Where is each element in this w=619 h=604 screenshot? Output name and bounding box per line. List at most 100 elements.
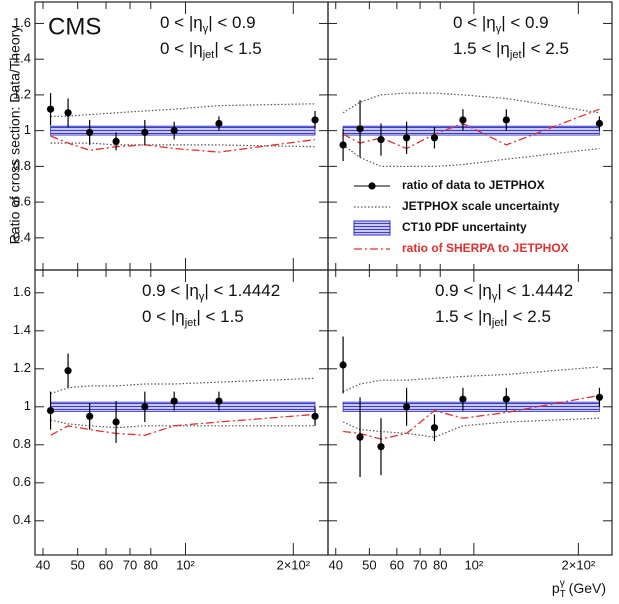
data-point: [86, 412, 94, 420]
data-point: [64, 109, 72, 117]
scale-uncertainty-line: [50, 419, 315, 429]
y-tick-label: 0.8: [13, 158, 31, 173]
panel-label-part: γ: [492, 291, 498, 303]
y-tick-label: 1.2: [13, 86, 31, 101]
panel-label-part: 0 < |η: [160, 39, 203, 58]
data-point: [377, 135, 385, 144]
x-tick-label: 40: [36, 557, 50, 572]
data-point: [402, 403, 411, 411]
legend-swatch: [368, 182, 376, 190]
scale-uncertainty-line: [342, 417, 600, 438]
scale-uncertainty-line: [50, 103, 316, 117]
data-point: [430, 424, 439, 432]
cms-label: CMS: [48, 13, 101, 40]
x-tick-label: 10²: [464, 557, 483, 572]
sherpa-line: [50, 135, 316, 153]
data-point: [502, 395, 510, 403]
x-axis-title-part: (GeV): [565, 580, 606, 596]
panel-label-part: | < 1.5: [196, 307, 243, 326]
y-tick-label: 1: [24, 122, 31, 137]
x-tick-label: 50: [362, 557, 376, 572]
y-tick-label: 1.2: [13, 360, 31, 375]
data-point: [86, 128, 94, 137]
data-point: [215, 119, 223, 128]
panel-label-part: | < 1.4442: [497, 281, 573, 300]
panel-label-part: γ: [199, 291, 205, 303]
y-tick-label: 1.4: [13, 322, 31, 337]
scale-uncertainty-line: [50, 377, 316, 395]
x-tick-label: 2×10²: [276, 557, 310, 572]
legend-label: JETPHOX scale uncertainty: [402, 199, 560, 213]
y-tick-label: 0.6: [13, 194, 31, 209]
panel-label-part: jet: [202, 49, 215, 61]
data-point: [170, 397, 178, 405]
x-tick-label: 60: [390, 557, 404, 572]
legend-label: CT10 PDF uncertainty: [402, 220, 527, 234]
data-point: [311, 412, 319, 420]
data-point: [377, 443, 385, 451]
y-tick-label: 0.6: [13, 474, 31, 489]
panel-label-part: | < 2.5: [504, 307, 551, 326]
panel-label-part: 0 < |η: [160, 13, 203, 32]
panel-label: 1.5 < |ηjet| < 2.5: [435, 307, 551, 328]
panel-label: 0 < |ηγ| < 0.9: [160, 13, 256, 34]
panel-label-part: 0 < |η: [142, 307, 185, 326]
pdf-band: [342, 401, 600, 412]
panel-label-part: γ: [203, 23, 209, 35]
x-tick-label: 10²: [176, 557, 195, 572]
x-tick-label: 70: [123, 557, 137, 572]
scale-uncertainty-line: [342, 366, 600, 393]
data-point: [402, 134, 411, 142]
x-tick-label: 70: [413, 557, 427, 572]
x-tick-label: 80: [144, 557, 158, 572]
data-point: [141, 403, 149, 411]
panel-label-part: | < 1.5: [214, 39, 261, 58]
panel-label-part: 0.9 < |η: [435, 281, 492, 300]
pdf-band: [50, 401, 316, 412]
sherpa-line: [342, 108, 600, 150]
data-point: [311, 116, 319, 124]
data-point: [430, 134, 439, 142]
data-point: [356, 125, 364, 133]
x-axis-title-part: p: [552, 580, 560, 596]
scale-uncertainty-line: [342, 92, 600, 114]
data-point: [595, 119, 604, 128]
data-point: [112, 137, 120, 145]
x-tick-label: 80: [433, 557, 447, 572]
panel-label: 0.9 < |ηγ| < 1.4442: [142, 281, 280, 302]
sherpa-line: [343, 394, 600, 440]
x-axis-title-part: T: [560, 589, 566, 600]
panel-label-part: | < 0.9: [208, 13, 255, 32]
panel-frame: [327, 269, 613, 556]
panel-label-part: jet: [509, 49, 522, 61]
panel-label-part: 0 < |η: [453, 13, 496, 32]
panel-label-part: | < 0.9: [501, 13, 548, 32]
legend-label: ratio of SHERPA to JETPHOX: [402, 241, 569, 255]
y-tick-label: 0.8: [13, 436, 31, 451]
panel-label-part: 1.5 < |η: [435, 307, 492, 326]
sherpa-line: [50, 413, 316, 436]
data-point: [339, 361, 347, 369]
data-point: [459, 395, 467, 403]
data-point: [46, 407, 55, 415]
x-axis-title-part: γ: [560, 578, 565, 589]
data-point: [502, 116, 510, 124]
data-point: [339, 141, 347, 149]
data-point: [170, 127, 178, 135]
y-tick-label: 1.4: [13, 51, 31, 66]
legend-label: ratio of data to JETPHOX: [402, 178, 545, 192]
scale-uncertainty-line: [50, 142, 316, 148]
panel-label-part: jet: [491, 317, 504, 329]
x-tick-label: 60: [99, 557, 113, 572]
x-tick-label: 2×10²: [562, 557, 596, 572]
data-point: [595, 393, 604, 401]
x-axis-title: pTγ (GeV): [552, 578, 606, 600]
scale-uncertainty-line: [342, 144, 600, 167]
panel-label: 0 < |ηjet| < 1.5: [142, 307, 244, 328]
y-tick-label: 1: [24, 398, 31, 413]
data-point: [141, 128, 149, 137]
data-point: [46, 105, 55, 113]
x-tick-label: 40: [328, 557, 342, 572]
